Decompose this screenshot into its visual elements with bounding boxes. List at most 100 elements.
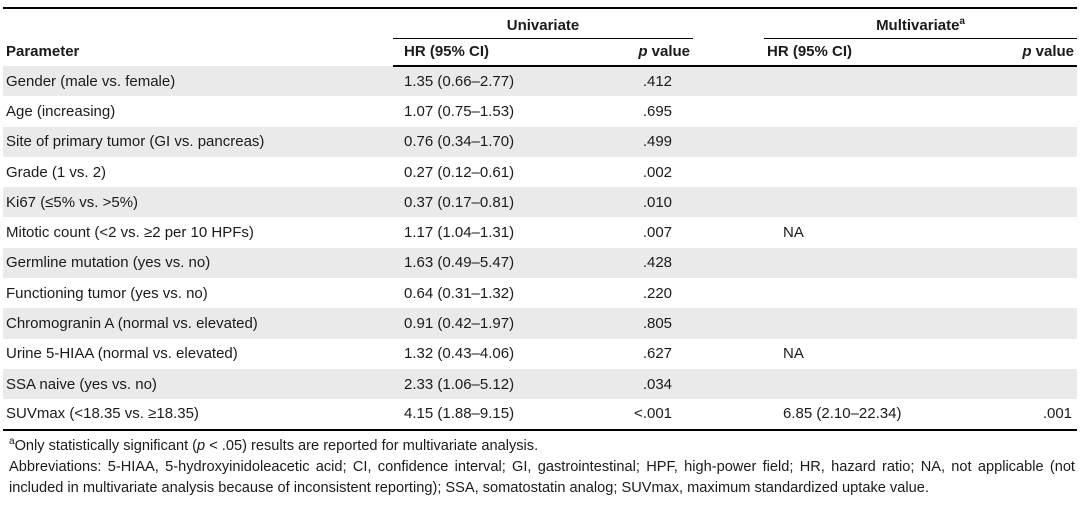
results-table: Parameter Univariate Multivariatea HR (9… (3, 7, 1078, 431)
footnote-significance: aOnly statistically significant (p < .05… (9, 436, 1075, 457)
gap-cell (693, 96, 764, 126)
param-cell: Ki67 (≤5% vs. >5%) (3, 187, 393, 218)
gap-cell (693, 399, 764, 429)
param-cell: SUVmax (<18.35 vs. ≥18.35) (6, 405, 199, 423)
param-cell: Germline mutation (yes vs. no) (3, 247, 393, 279)
column-gap (693, 8, 764, 38)
footnote-abbreviations: Abbreviations: 5-HIAA, 5-hydroxyinidolea… (9, 458, 1075, 496)
multi-p-cell (976, 217, 1077, 247)
p-italic: p (1022, 43, 1032, 61)
uni-p-cell: .007 (642, 224, 673, 242)
uni-hr-cell: 1.63 (0.49–5.47) (393, 247, 561, 279)
col-header-univariate-hr: HR (95% CI) (393, 38, 561, 67)
uni-hr-cell: 1.35 (0.66–2.77) (393, 66, 561, 97)
uni-hr-cell: 1.07 (0.75–1.53) (404, 102, 515, 120)
gap-cell (693, 308, 765, 339)
uni-hr-cell: 0.91 (0.42–1.97) (393, 308, 561, 339)
table-row: Mitotic count (<2 vs. ≥2 per 10 HPFs) 1.… (3, 217, 1077, 247)
gap-cell (693, 247, 765, 279)
gap-cell (693, 157, 764, 187)
col-header-multivariate-pvalue: p value (976, 38, 1078, 67)
uni-p-cell: .010 (561, 187, 694, 218)
group-header-multivariate: Multivariatea (764, 8, 1078, 39)
table-row: Chromogranin A (normal vs. elevated) 0.9… (3, 308, 1078, 339)
table-row: Gender (male vs. female) 1.35 (0.66–2.77… (3, 66, 1078, 97)
multi-p-cell (976, 368, 1078, 400)
uni-hr-cell: 0.64 (0.31–1.32) (404, 284, 515, 302)
gap-cell (693, 66, 765, 97)
multi-p-cell (976, 278, 1077, 308)
uni-hr-cell: 0.27 (0.12–0.61) (404, 163, 515, 181)
param-cell: Site of primary tumor (GI vs. pancreas) (3, 126, 393, 157)
param-cell: Grade (1 vs. 2) (6, 163, 107, 181)
multi-hr-cell (764, 368, 977, 400)
multi-hr-cell (764, 96, 976, 126)
footnote-text: < .05) results are reported for multivar… (205, 437, 539, 454)
table-row: Ki67 (≤5% vs. >5%) 0.37 (0.17–0.81) .010 (3, 187, 1078, 218)
p-italic: p (197, 437, 206, 454)
multi-hr-cell: NA (783, 345, 804, 363)
uni-hr-cell: 2.33 (1.06–5.12) (393, 368, 561, 400)
multi-p-cell (976, 187, 1078, 218)
uni-hr-cell: 4.15 (1.88–9.15) (404, 405, 515, 423)
table-header: Parameter Univariate Multivariatea HR (9… (3, 8, 1078, 67)
uni-hr-cell: 1.17 (1.04–1.31) (404, 224, 515, 242)
footnote-marker-a: a (959, 16, 965, 28)
p-value-label: value (1031, 43, 1075, 61)
uni-p-cell: .499 (561, 126, 694, 157)
gap-cell (693, 339, 764, 369)
uni-p-cell: .412 (561, 66, 694, 97)
col-header-parameter: Parameter (6, 43, 80, 60)
table-footnotes: aOnly statistically significant (p < .05… (3, 431, 1077, 499)
table-body: Gender (male vs. female) 1.35 (0.66–2.77… (3, 66, 1078, 430)
col-header-univariate-pvalue: p value (561, 38, 694, 67)
table-row: Functioning tumor (yes vs. no) 0.64 (0.3… (3, 278, 1077, 308)
multi-hr-cell: 6.85 (2.10–22.34) (783, 405, 902, 423)
uni-hr-cell: 1.32 (0.43–4.06) (404, 345, 515, 363)
multi-hr-cell (764, 278, 976, 308)
table-row: Site of primary tumor (GI vs. pancreas) … (3, 126, 1078, 157)
column-gap (693, 38, 765, 67)
table-row: SUVmax (<18.35 vs. ≥18.35) 4.15 (1.88–9.… (3, 399, 1077, 429)
uni-p-cell: .627 (642, 345, 673, 363)
multi-p-cell: .001 (1042, 405, 1073, 423)
multi-hr-cell (764, 66, 977, 97)
param-cell: Chromogranin A (normal vs. elevated) (3, 308, 393, 339)
gap-cell (693, 126, 765, 157)
gap-cell (693, 368, 765, 400)
col-header-multivariate-hr: HR (95% CI) (764, 38, 977, 67)
multi-p-cell (976, 247, 1078, 279)
multi-hr-cell: NA (783, 224, 804, 242)
param-cell: Age (increasing) (6, 102, 116, 120)
gap-cell (693, 217, 764, 247)
table-row: Age (increasing) 1.07 (0.75–1.53) .695 (3, 96, 1077, 126)
multi-p-cell (976, 126, 1078, 157)
param-cell: Urine 5-HIAA (normal vs. elevated) (6, 345, 238, 363)
group-header-univariate: Univariate (393, 8, 694, 39)
uni-hr-cell: 0.76 (0.34–1.70) (393, 126, 561, 157)
header-row-groups: Parameter Univariate Multivariatea (3, 8, 1078, 60)
param-cell: Functioning tumor (yes vs. no) (6, 284, 208, 302)
p-value-label: value (647, 43, 691, 61)
table-row: Germline mutation (yes vs. no) 1.63 (0.4… (3, 247, 1078, 279)
header-row-columns: HR (95% CI) p value HR (95% CI) p value (3, 38, 1078, 67)
table-row: SSA naive (yes vs. no) 2.33 (1.06–5.12) … (3, 368, 1078, 400)
gap-cell (693, 187, 765, 218)
multivariate-label: Multivariate (876, 17, 960, 35)
multi-hr-cell (764, 308, 977, 339)
table-row: Urine 5-HIAA (normal vs. elevated) 1.32 … (3, 339, 1077, 369)
uni-p-cell: .220 (642, 284, 673, 302)
multi-p-cell (976, 96, 1077, 126)
uni-p-cell: .002 (642, 163, 673, 181)
footnote-marker-a: a (9, 435, 15, 447)
p-italic: p (638, 43, 648, 61)
multi-p-cell (976, 308, 1078, 339)
param-cell: SSA naive (yes vs. no) (3, 368, 393, 400)
uni-hr-cell: 0.37 (0.17–0.81) (393, 187, 561, 218)
multi-p-cell (976, 157, 1077, 187)
uni-p-cell: .805 (561, 308, 694, 339)
multi-hr-cell (764, 157, 976, 187)
multi-p-cell (976, 339, 1077, 369)
multi-p-cell (976, 66, 1078, 97)
gap-cell (693, 278, 764, 308)
